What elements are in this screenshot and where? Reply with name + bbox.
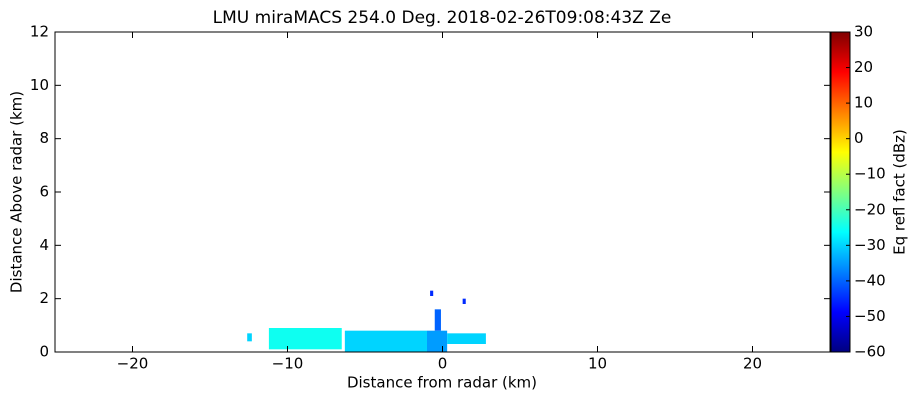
colorbar-tick-label: −10 <box>854 165 886 183</box>
colorbar <box>830 31 851 353</box>
colorbar-tick-label: 0 <box>854 129 864 147</box>
x-tick-label: 10 <box>588 355 607 373</box>
y-axis-label: Distance Above radar (km) <box>8 91 26 293</box>
colorbar-tick-label: −60 <box>854 343 886 361</box>
echo-cell <box>434 309 441 331</box>
colorbar-tick-label: −30 <box>854 236 886 254</box>
y-tick-label: 8 <box>39 129 49 147</box>
y-tick-label: 6 <box>39 183 49 201</box>
colorbar-tick-label: −50 <box>854 307 886 325</box>
x-tick-label: −10 <box>272 355 304 373</box>
colorbar-label: Eq refl fact (dBz) <box>891 129 909 255</box>
echo-cell <box>247 333 252 342</box>
echo-cell <box>268 328 342 350</box>
colorbar-tick-label: −40 <box>854 271 886 289</box>
x-tick-label: 0 <box>438 355 448 373</box>
echo-cell <box>462 298 466 304</box>
colorbar-tick-label: 20 <box>854 58 873 76</box>
colorbar-tick-label: −20 <box>854 200 886 218</box>
colorbar-tick-label: 30 <box>854 23 873 41</box>
colorbar-tick-label: 10 <box>854 94 873 112</box>
y-tick-label: 12 <box>30 23 49 41</box>
y-tick-label: 2 <box>39 289 49 307</box>
plot-frame <box>54 31 831 353</box>
x-tick-label: 20 <box>743 355 762 373</box>
echo-cell <box>430 290 434 296</box>
echo-cell <box>344 330 427 352</box>
y-tick-label: 4 <box>39 236 49 254</box>
x-tick-label: −20 <box>117 355 149 373</box>
x-axis-label: Distance from radar (km) <box>347 374 537 392</box>
chart-title: LMU miraMACS 254.0 Deg. 2018-02-26T09:08… <box>213 8 672 28</box>
y-tick-label: 0 <box>39 343 49 361</box>
y-tick-label: 10 <box>30 76 49 94</box>
echo-cell <box>427 330 448 352</box>
echo-cell <box>447 333 486 344</box>
